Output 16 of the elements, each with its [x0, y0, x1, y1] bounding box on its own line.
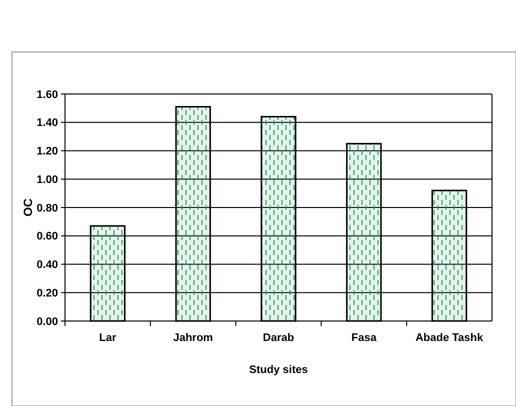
y-tick-label: 1.00 — [36, 174, 58, 186]
y-tick-label: 1.20 — [36, 146, 58, 158]
y-tick-label: 0.00 — [36, 316, 58, 328]
y-tick-label: 0.40 — [36, 259, 58, 272]
x-tick-label: Jahrom — [173, 332, 214, 344]
y-tick-label: 0.60 — [36, 230, 58, 243]
x-tick-label: Abade Tashk — [415, 332, 484, 344]
x-tick-label: Darab — [262, 332, 294, 344]
x-tick-label: Lar — [99, 332, 117, 344]
y-tick-label: 0.20 — [36, 287, 58, 300]
x-axis-title: Study sites — [249, 364, 308, 376]
y-tick-label: 1.40 — [36, 117, 58, 130]
y-tick-label: 1.60 — [36, 88, 58, 101]
y-tick-label: 0.80 — [36, 202, 58, 214]
x-tick-label: Fasa — [351, 332, 378, 344]
y-axis-title: OC — [21, 198, 35, 216]
